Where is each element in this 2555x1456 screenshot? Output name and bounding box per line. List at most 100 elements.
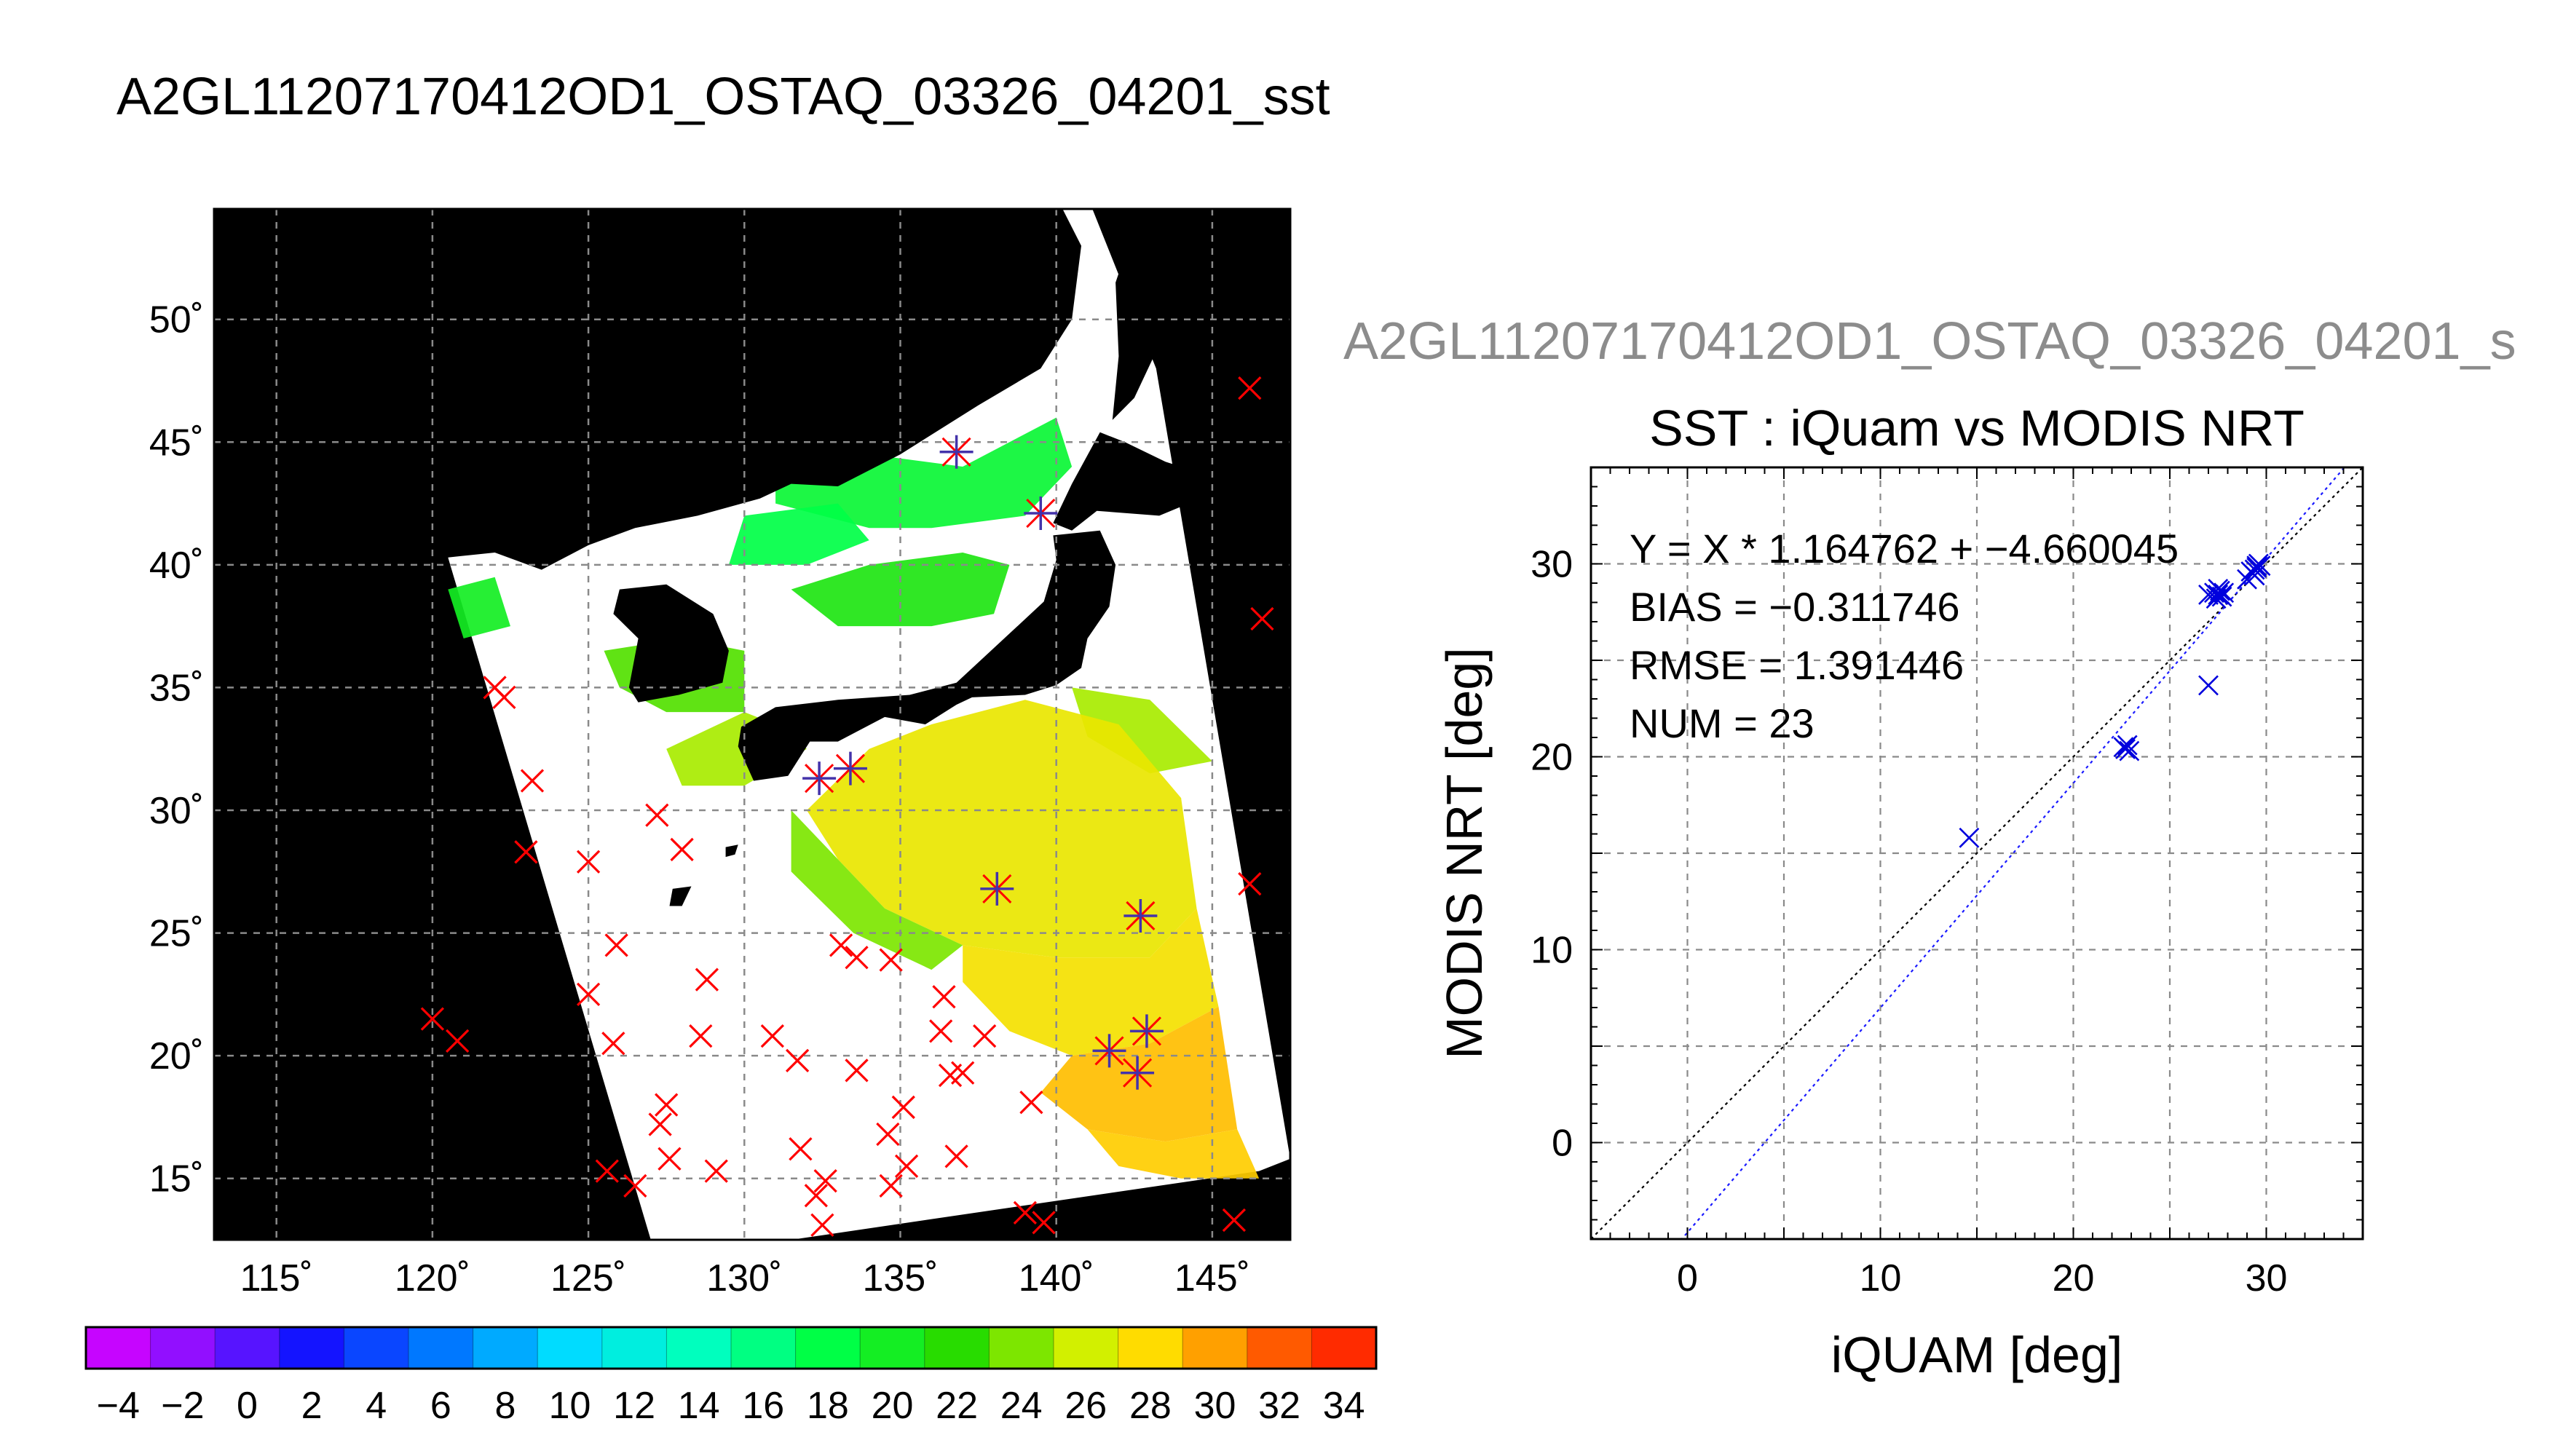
scatter-y-axis-label: MODIS NRT [deg] [1436, 647, 1493, 1059]
map-lon-tick-label: 145˚ [1174, 1257, 1250, 1299]
colorbar-tick-label: −2 [161, 1385, 204, 1427]
colorbar-tick-label: 8 [494, 1385, 516, 1427]
colorbar-tick-label: 0 [237, 1385, 258, 1427]
scatter-annotation: NUM = 23 [1630, 700, 1814, 746]
red-matchup-marker [789, 1137, 813, 1161]
land-mass [435, 925, 492, 1007]
red-matchup-marker [648, 1112, 672, 1136]
scatter-annotation: BIAS = −0.311746 [1630, 584, 1960, 630]
land-mass [725, 844, 738, 858]
scatter-point [2119, 740, 2140, 761]
colorbar-tick-label: 12 [613, 1385, 655, 1427]
colorbar-frame [84, 1326, 1378, 1370]
red-matchup-marker [845, 946, 869, 970]
matched-marker-plus [1024, 496, 1058, 531]
scatter-point [2198, 675, 2219, 696]
matched-marker-plus [1124, 898, 1158, 933]
matched-marker-plus [1129, 1014, 1164, 1048]
scatter-point [2214, 582, 2235, 604]
land-mass [738, 530, 1116, 781]
figure-title: A2GL11207170412OD1_OSTAQ_03326_04201_sst [117, 68, 1330, 126]
colorbar-swatch [1118, 1327, 1183, 1369]
colorbar-swatch [215, 1327, 280, 1369]
red-matchup-marker [944, 1144, 968, 1168]
colorbar-tick-label: 30 [1194, 1385, 1236, 1427]
red-matchup-marker [973, 1024, 997, 1048]
land-mass [1112, 213, 1188, 420]
red-matchup-marker [595, 1159, 619, 1183]
red-matchup-marker [604, 933, 628, 957]
colorbar-swatch [1247, 1327, 1312, 1369]
red-matchup-marker [1032, 1211, 1056, 1235]
map-frame [213, 207, 1292, 1241]
red-matchup-marker [514, 840, 538, 864]
colorbar-tick-label: 34 [1323, 1385, 1365, 1427]
scatter-y-tick-label: 10 [1531, 930, 1573, 972]
colorbar-swatch [408, 1327, 474, 1369]
scatter-frame [1590, 466, 2364, 1241]
colorbar-swatch [537, 1327, 603, 1369]
scatter-point [2117, 735, 2138, 756]
colorbar-swatch [989, 1327, 1054, 1369]
red-matchup-marker [810, 1213, 834, 1237]
matched-marker-plus [939, 435, 974, 469]
red-matchup-marker [446, 1029, 470, 1053]
colorbar-tick-label: 6 [430, 1385, 451, 1427]
colorbar-tick-label: 26 [1065, 1385, 1107, 1427]
red-matchup-marker [601, 1032, 625, 1056]
colorbar-tick-label: 16 [742, 1385, 784, 1427]
red-matchup-marker [520, 769, 545, 793]
colorbar-swatch [344, 1327, 409, 1369]
map-content [214, 209, 1290, 1240]
colorbar-tick-label: 22 [936, 1385, 978, 1427]
red-matchup-marker [785, 1048, 810, 1073]
red-matchup-marker [704, 1159, 728, 1183]
red-matchup-marker [845, 1059, 869, 1083]
scatter-x-tick-label: 10 [1860, 1257, 1902, 1299]
red-matchup-marker [951, 1061, 975, 1085]
scatter-supertitle: A2GL11207170412OD1_OSTAQ_03326_04201_s [1343, 312, 2516, 371]
red-matchup-marker [829, 933, 853, 957]
red-matchup-marker [760, 1024, 784, 1048]
red-matchup-marker [576, 850, 601, 874]
scatter-title: SST : iQuam vs MODIS NRT [1649, 400, 2305, 456]
scatter-annotation: RMSE = 1.391446 [1630, 642, 1964, 688]
colorbar-tick-label: 14 [678, 1385, 720, 1427]
red-matchup-marker [879, 948, 903, 972]
red-matchup-marker [876, 1122, 900, 1147]
land-mass [613, 584, 729, 703]
scatter-point [2115, 738, 2136, 759]
scatter-point [1959, 827, 1980, 848]
colorbar-tick-label: 10 [549, 1385, 591, 1427]
colorbar-swatch [860, 1327, 925, 1369]
red-matchup-marker [420, 1007, 445, 1031]
sst-region [1072, 687, 1212, 774]
sst-region [807, 700, 1197, 958]
one-to-one-line [1591, 467, 2363, 1239]
map-lat-tick-label: 20˚ [149, 1035, 204, 1077]
map-lat-tick-label: 15˚ [149, 1158, 204, 1200]
scatter-y-tick-label: 20 [1531, 737, 1573, 779]
scatter-x-tick-label: 30 [2246, 1257, 2288, 1299]
map-lon-tick-label: 140˚ [1019, 1257, 1094, 1299]
sst-region [963, 908, 1219, 1056]
colorbar-tick-label: 24 [1000, 1385, 1043, 1427]
red-matchup-marker [932, 985, 956, 1009]
scatter-x-axis-label: iQUAM [deg] [1831, 1326, 2123, 1383]
map-lat-tick-label: 50˚ [149, 299, 204, 341]
red-matchup-marker [1019, 1091, 1043, 1115]
land-mass [1053, 432, 1228, 531]
red-matchup-marker [1238, 872, 1262, 896]
colorbar-tick-label: 4 [366, 1385, 387, 1427]
sst-region [791, 810, 963, 970]
scatter-point [2244, 565, 2265, 586]
scatter-point [2208, 579, 2229, 599]
red-matchup-marker [1250, 606, 1274, 631]
land-mass [669, 886, 692, 906]
red-matchup-marker [655, 1093, 679, 1117]
map-lat-tick-label: 40˚ [149, 545, 204, 587]
sst-region [728, 503, 869, 565]
colorbar-swatch [1182, 1327, 1248, 1369]
red-matchup-marker [804, 1184, 828, 1208]
